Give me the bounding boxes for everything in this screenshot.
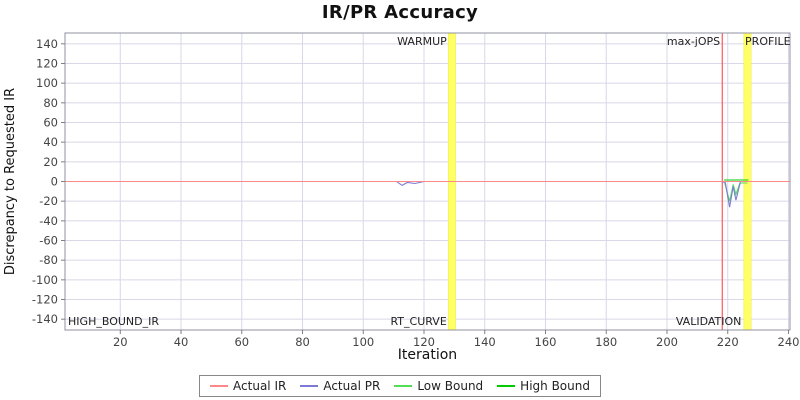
y-tick-label: 60 [43, 115, 58, 129]
y-tick-label: 80 [43, 96, 58, 110]
x-tick-label: 40 [174, 335, 189, 349]
legend-item-actual-pr: Actual PR [300, 379, 380, 393]
x-tick-label: 140 [474, 335, 496, 349]
x-tick-label: 120 [413, 335, 435, 349]
legend-item-low-bound: Low Bound [394, 379, 483, 393]
legend-line-swatch [210, 385, 229, 387]
series-line-low-bound [724, 182, 748, 202]
annotation-warmup: WARMUP [397, 35, 447, 48]
legend-label: High Bound [520, 379, 590, 393]
legend-item-actual-ir: Actual IR [210, 379, 286, 393]
x-tick-label: 100 [352, 335, 374, 349]
y-tick-label: -120 [32, 293, 58, 307]
y-tick-label: 0 [51, 175, 58, 189]
x-tick-label: 240 [778, 335, 800, 349]
y-tick-label: -80 [39, 253, 58, 267]
annotation-rt-curve: RT_CURVE [390, 315, 446, 328]
y-tick-label: -100 [32, 273, 58, 287]
annotation-validation: VALIDATION [676, 315, 742, 328]
legend-item-high-bound: High Bound [497, 379, 590, 393]
x-tick-label: 60 [234, 335, 249, 349]
y-axis-label: Discrepancy to Requested IR [3, 88, 18, 275]
annotation-max-jops: max-jOPS [667, 35, 720, 48]
legend-wrap: Actual IR Actual PR Low Bound High Bound [0, 372, 800, 397]
legend-line-swatch [300, 385, 319, 387]
x-tick-label: 20 [113, 335, 128, 349]
legend-line-swatch [497, 385, 516, 387]
y-tick-label: 120 [36, 56, 58, 70]
x-tick-label: 200 [656, 335, 678, 349]
legend-label: Actual IR [233, 379, 287, 393]
y-tick-label: -40 [39, 214, 58, 228]
y-tick-label: 40 [43, 135, 58, 149]
annotation-profile: PROFILE [745, 35, 791, 48]
x-tick-label: 160 [535, 335, 557, 349]
y-tick-label: -140 [32, 312, 58, 326]
x-tick-label: 220 [717, 335, 739, 349]
x-tick-label: 80 [295, 335, 310, 349]
legend-label: Actual PR [323, 379, 381, 393]
chart-title: IR/PR Accuracy [321, 2, 479, 23]
x-tick-label: 180 [595, 335, 617, 349]
legend-line-swatch [394, 385, 413, 387]
y-tick-label: 20 [43, 155, 58, 169]
legend-label: Low Bound [417, 379, 484, 393]
annotation-high-bound-ir: HIGH_BOUND_IR [68, 315, 159, 328]
y-tick-label: -60 [39, 234, 58, 248]
legend: Actual IR Actual PR Low Bound High Bound [199, 375, 601, 397]
x-axis-label: Iteration [398, 347, 457, 363]
y-tick-label: 140 [36, 37, 58, 51]
y-tick-label: -20 [39, 194, 58, 208]
y-tick-label: 100 [36, 76, 58, 90]
plot-svg: 20 40 60 80 100 120 140 160 180 200 220 240-140-120… [3, 32, 800, 363]
